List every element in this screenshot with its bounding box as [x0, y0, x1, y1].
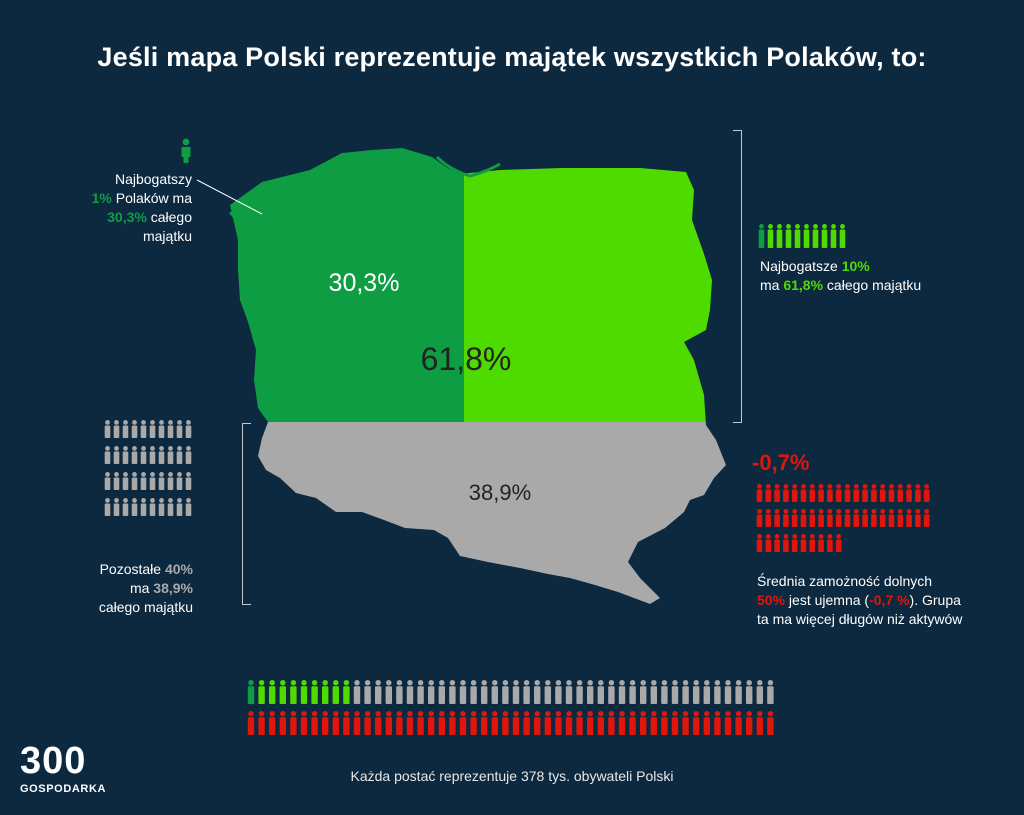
bottom-50-caption: Średnia zamożność dolnych 50% jest ujemn…	[757, 572, 962, 629]
logo-name: GOSPODARKA	[20, 783, 107, 795]
hel-peninsula	[435, 155, 501, 178]
richest-10-pct: 10%	[841, 258, 870, 274]
richest-1-line3: całego majątku	[142, 209, 192, 244]
richest-10-line1: Najbogatsze	[760, 258, 842, 274]
rest-40-line1: Pozostałe	[99, 561, 165, 577]
bottom-50-line3: ta ma więcej długów niż aktywów	[757, 611, 963, 627]
person-icon-richest-1	[181, 138, 191, 163]
rest-40-line3: całego majątku	[98, 599, 193, 615]
logo-number: 300	[20, 740, 87, 782]
map-label-30-3: 30,3%	[329, 269, 400, 297]
people-strip-bottom	[247, 711, 777, 737]
strip-bottom-svg	[247, 711, 774, 735]
rest-40-pct: 40%	[164, 561, 193, 577]
bottom-50-line1: Średnia zamożność dolnych	[757, 573, 933, 589]
map-region-richest-1	[230, 148, 464, 422]
icons-richest-10-svg	[758, 224, 846, 248]
page-title: Jeśli mapa Polski reprezentuje majątek w…	[97, 42, 927, 72]
richest-1-caption: Najbogatszy 1% Polaków ma 30,3% całego m…	[60, 170, 192, 246]
richest-10-caption: Najbogatsze 10% ma 61,8% całego majątku	[760, 257, 921, 295]
people-strip-top	[247, 680, 777, 706]
richest-1-line1: Najbogatszy	[114, 171, 192, 187]
richest-1-value: 30,3%	[107, 209, 147, 225]
rest-40-value: 38,9%	[153, 580, 193, 596]
bracket-left-bottom	[242, 423, 251, 605]
map-region-richest-10	[464, 148, 726, 422]
szczecin-lagoon	[229, 207, 243, 219]
bottom-50-value: -0,7%	[752, 450, 810, 475]
icons-bottom-50-svg	[756, 484, 930, 552]
strip-top-svg	[247, 680, 774, 704]
rest-40-line2-start: ma	[129, 580, 154, 596]
richest-10-line2-start: ma	[760, 277, 784, 293]
richest-10-line2-rest: całego majątku	[823, 277, 922, 293]
bottom-50-neg: -0,7 %	[869, 592, 910, 608]
map-label-61-8: 61,8%	[421, 341, 512, 377]
people-icons-bottom-50	[756, 484, 936, 564]
map-label-38-9: 38,9%	[469, 480, 531, 505]
rest-40-caption: Pozostałe 40% ma 38,9% całego majątku	[40, 560, 193, 617]
icons-rest-40-svg	[104, 420, 192, 516]
richest-1-pct: 1%	[91, 190, 112, 206]
richest-1-line2: Polaków ma	[111, 190, 192, 206]
bottom-50-line2-mid: jest ujemna (	[785, 592, 870, 608]
people-icons-richest-10	[758, 224, 858, 250]
people-icons-rest-40	[104, 420, 194, 550]
map-region-rest-40	[230, 422, 726, 604]
richest-10-value: 61,8%	[783, 277, 824, 293]
footer-note: Każda postać reprezentuje 378 tys. obywa…	[350, 768, 674, 784]
bracket-right-top	[733, 130, 742, 423]
bottom-50-pct: 50%	[757, 592, 786, 608]
pointer-line	[196, 179, 263, 215]
bottom-50-line2-end: ). Grupa	[909, 592, 961, 608]
